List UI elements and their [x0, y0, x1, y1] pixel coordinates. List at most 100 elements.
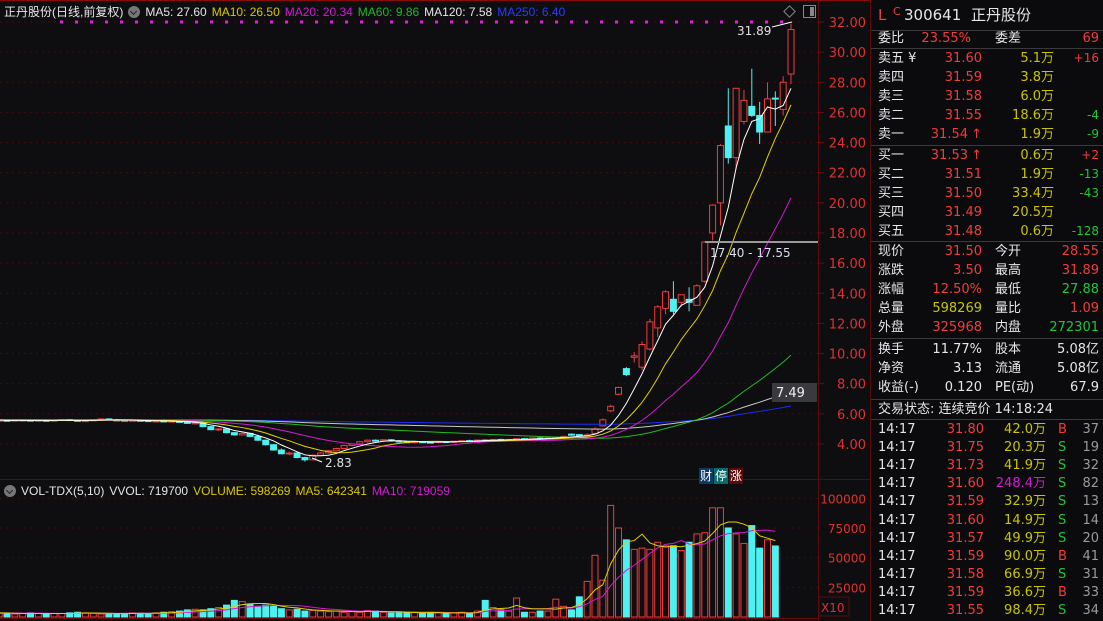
vol-indicator-name: VOL-TDX(5,10) [21, 484, 105, 498]
stat-value: 5.08亿 [1057, 342, 1099, 357]
candle [732, 87, 740, 170]
volume-bar [74, 611, 82, 618]
stat-label: 今开 [995, 244, 1022, 259]
stat-label: 最高 [995, 263, 1022, 278]
candle-body [677, 294, 685, 303]
limit-badge[interactable]: 停 [714, 468, 728, 484]
tick-time: 14:17 [878, 422, 916, 437]
volume-bar [615, 527, 623, 618]
quote-panel: L C 300641 正丹股份 委比 23.55% 委差 69 卖五 ¥ 31.60 5.1万 +16… [870, 0, 1103, 621]
ma20-line [0, 197, 792, 448]
candle-body [787, 29, 795, 75]
volume-bar [419, 612, 427, 618]
volume-bar [630, 548, 638, 618]
volume-bar [607, 504, 615, 618]
price-tick-label: 6.00 [837, 408, 866, 423]
tick-count: 13 [1082, 494, 1099, 510]
level-volume: 1.9万 [1020, 167, 1054, 182]
stat-value: 325968 [932, 320, 982, 335]
tick-time: 14:17 [878, 440, 916, 456]
level-price: 31.59 [944, 70, 982, 85]
tick-row: 14:17 31.80 42.0万 B 37 [871, 420, 1103, 439]
tick-side: S [1058, 566, 1067, 582]
divider [871, 338, 1103, 339]
volume-bar [536, 610, 544, 618]
volume-bar [11, 613, 19, 618]
candle [615, 386, 623, 395]
volume-bar [756, 547, 764, 618]
candle-body [262, 439, 270, 446]
ratio-label: 委比 [878, 31, 905, 46]
volume-bar [191, 608, 199, 618]
tick-price: 31.55 [946, 603, 984, 618]
candle-body [748, 105, 756, 116]
candle-body [293, 452, 301, 459]
tick-count: 31 [1082, 566, 1099, 582]
candle [567, 433, 575, 436]
level-label: 买五 [878, 224, 905, 239]
volume-bar [693, 533, 701, 618]
tick-row: 14:17 31.75 20.3万 S 19 [871, 438, 1103, 457]
tick-row: 14:17 31.60 14.9万 S 14 [871, 511, 1103, 530]
tick-price: 31.59 [946, 494, 984, 510]
dropdown-circle-icon[interactable] [4, 485, 16, 497]
fundamental-row: 换手 11.77% 股本 5.08亿 [871, 340, 1103, 359]
volume-bar [724, 527, 732, 618]
tick-volume: 98.4万 [1004, 603, 1046, 618]
tick-side: B [1058, 584, 1067, 600]
candle-body [724, 125, 732, 159]
candle [215, 428, 223, 432]
volume-bar [387, 612, 395, 618]
candle-body [646, 321, 654, 350]
tick-count: 34 [1082, 603, 1099, 618]
level-label: 卖一 [878, 127, 905, 142]
volume-bar [434, 612, 442, 618]
stat-value: 5.08亿 [1057, 361, 1099, 376]
candle-body [301, 457, 309, 461]
tick-volume: 41.9万 [1004, 458, 1046, 474]
stat-label: 涨幅 [878, 282, 905, 297]
level-price: 31.48 [944, 224, 982, 239]
panel-toggle-icon[interactable] [803, 5, 816, 18]
volume-bar [19, 612, 27, 618]
tick-count: 20 [1082, 530, 1099, 546]
candle [638, 341, 646, 371]
volume-tick-label: 100000 [820, 492, 866, 506]
volume-bar [97, 613, 105, 618]
candle [662, 290, 670, 315]
ask-level: 卖五 ¥ 31.60 5.1万 +16 [871, 49, 1103, 68]
volume-bar [497, 609, 505, 618]
volume-bar [379, 611, 387, 618]
ask-level: 卖三 31.58 6.0万 [871, 87, 1103, 106]
level-label: 买三 [878, 186, 905, 201]
dropdown-circle-icon[interactable] [128, 5, 141, 18]
volume-bar [599, 579, 607, 618]
candle-body [309, 454, 317, 461]
tick-row: 14:17 31.73 41.9万 S 32 [871, 456, 1103, 475]
candle-body [756, 114, 764, 133]
level-change: -9 [1087, 127, 1099, 141]
price-tick-label: 4.00 [837, 438, 866, 453]
fundamental-row: 收益(-) 0.120 PE(动) 67.9 [871, 378, 1103, 397]
volume-bar [285, 609, 293, 618]
ask-level: 卖一 31.54 1.9万 -9 ↑ [871, 125, 1103, 144]
tick-volume: 14.9万 [1004, 512, 1046, 528]
level-label: 卖二 [878, 108, 905, 123]
finance-badge[interactable]: 财 [699, 468, 713, 484]
rise-badge[interactable]: 涨 [729, 468, 743, 484]
candle [599, 418, 607, 427]
candle-body [356, 441, 364, 445]
divider [871, 30, 1103, 31]
candle [301, 456, 309, 462]
tick-row: 14:17 31.57 49.9万 S 20 [871, 529, 1103, 548]
kline-chart-area[interactable]: 4.00 6.00 8.00 10.00 12.00 14.00 16.00 18.00 20.… [0, 0, 870, 621]
level-volume: 5.1万 [1020, 51, 1054, 66]
level-volume: 18.6万 [1012, 108, 1054, 123]
candle-body [238, 432, 246, 436]
price-tick-label: 28.00 [829, 76, 866, 91]
tick-volume: 49.9万 [1004, 530, 1046, 546]
volume-bar [685, 541, 693, 618]
price-volume-chart[interactable]: 4.00 6.00 8.00 10.00 12.00 14.00 16.00 18.00 20.… [0, 0, 870, 621]
volume-bar [246, 603, 254, 618]
candle-body [685, 298, 693, 303]
